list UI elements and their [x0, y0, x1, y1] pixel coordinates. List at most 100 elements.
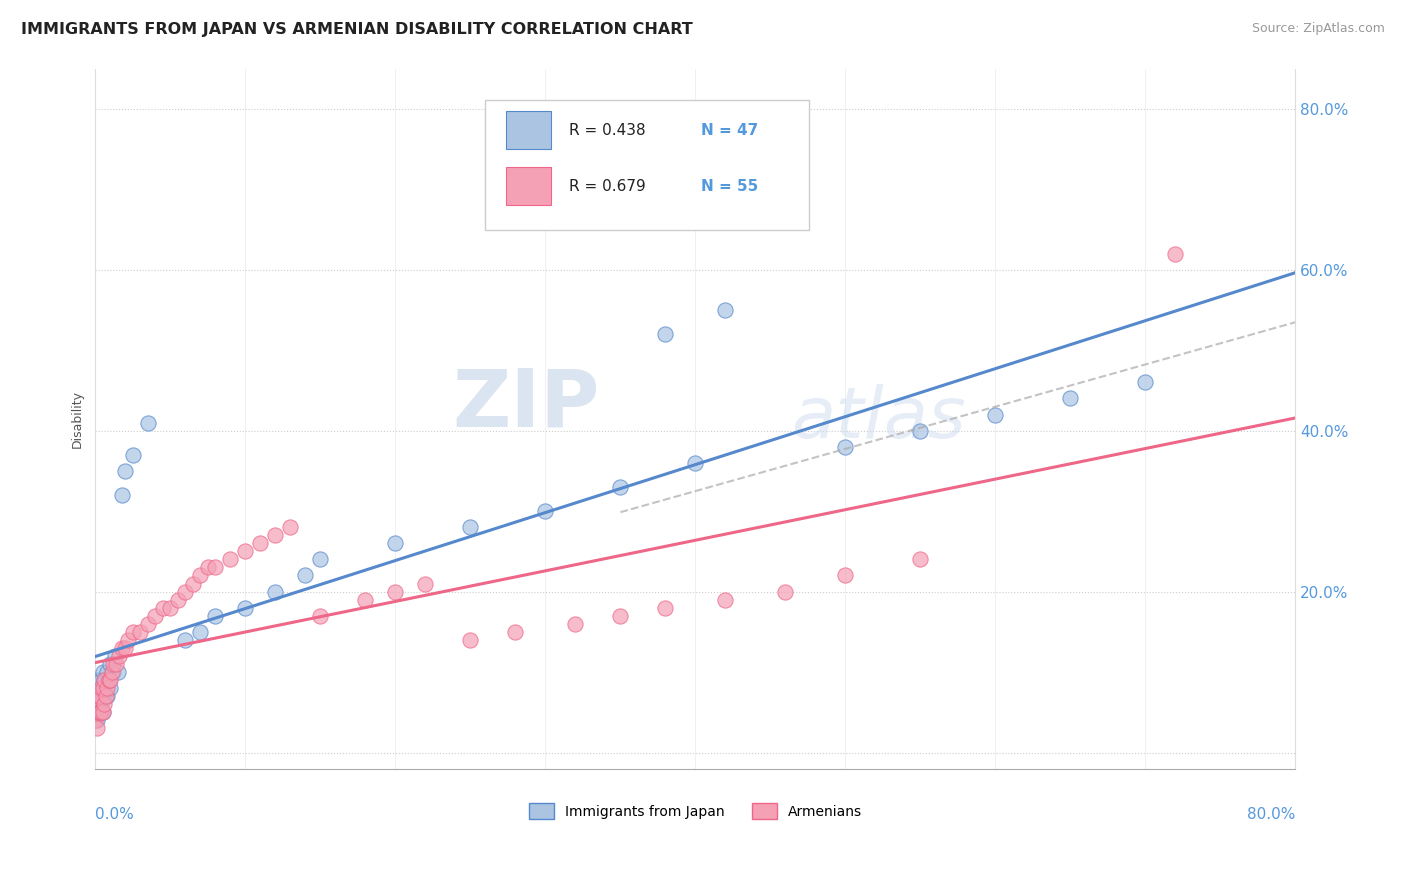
Point — [294, 568, 316, 582]
Point — [415, 576, 437, 591]
Point — [97, 673, 120, 687]
Point — [1164, 246, 1187, 260]
Point — [834, 568, 856, 582]
Point — [654, 600, 676, 615]
Point — [86, 697, 108, 711]
Point — [94, 681, 117, 695]
Point — [90, 697, 112, 711]
Point — [91, 689, 114, 703]
Text: ZIP: ZIP — [453, 366, 599, 443]
Point — [103, 665, 125, 679]
Point — [264, 528, 287, 542]
Point — [384, 584, 406, 599]
Point — [235, 544, 257, 558]
Point — [91, 665, 114, 679]
Point — [143, 608, 166, 623]
Point — [534, 504, 557, 518]
Point — [105, 657, 128, 671]
Text: 80.0%: 80.0% — [1247, 807, 1295, 822]
Point — [309, 552, 332, 566]
Point — [111, 640, 134, 655]
Point — [103, 657, 125, 671]
Point — [114, 464, 136, 478]
Point — [107, 665, 129, 679]
Point — [90, 706, 112, 720]
Point — [834, 440, 856, 454]
Point — [98, 681, 121, 695]
Point — [460, 520, 482, 534]
Point — [117, 632, 139, 647]
Point — [94, 689, 117, 703]
Point — [86, 714, 108, 728]
Point — [111, 488, 134, 502]
Point — [174, 632, 197, 647]
Text: N = 47: N = 47 — [702, 122, 759, 137]
Point — [910, 552, 932, 566]
Point — [714, 302, 737, 317]
Text: R = 0.679: R = 0.679 — [569, 178, 647, 194]
Legend: Immigrants from Japan, Armenians: Immigrants from Japan, Armenians — [523, 797, 868, 825]
Text: IMMIGRANTS FROM JAPAN VS ARMENIAN DISABILITY CORRELATION CHART: IMMIGRANTS FROM JAPAN VS ARMENIAN DISABI… — [21, 22, 693, 37]
Point — [219, 552, 242, 566]
Point — [121, 448, 143, 462]
Point — [96, 665, 118, 679]
Point — [1059, 392, 1081, 406]
Point — [505, 624, 527, 639]
Text: R = 0.438: R = 0.438 — [569, 122, 645, 137]
Point — [460, 632, 482, 647]
Point — [136, 416, 159, 430]
Point — [309, 608, 332, 623]
Point — [1135, 376, 1157, 390]
Point — [181, 576, 204, 591]
Point — [104, 648, 127, 663]
Point — [910, 424, 932, 438]
Point — [152, 600, 174, 615]
Point — [714, 592, 737, 607]
Point — [129, 624, 152, 639]
FancyBboxPatch shape — [506, 111, 551, 149]
Point — [96, 681, 118, 695]
Point — [98, 657, 121, 671]
Point — [190, 568, 212, 582]
Point — [136, 616, 159, 631]
Point — [609, 608, 631, 623]
Point — [98, 673, 121, 687]
Point — [121, 624, 143, 639]
Point — [197, 560, 219, 574]
Point — [87, 673, 110, 687]
Point — [249, 536, 271, 550]
FancyBboxPatch shape — [506, 167, 551, 205]
Point — [84, 706, 107, 720]
Point — [89, 681, 111, 695]
Point — [108, 648, 131, 663]
Point — [86, 689, 108, 703]
Point — [190, 624, 212, 639]
Point — [114, 640, 136, 655]
Text: atlas: atlas — [792, 384, 966, 453]
Point — [87, 689, 110, 703]
Point — [984, 408, 1007, 422]
Text: N = 55: N = 55 — [702, 178, 759, 194]
Point — [84, 714, 107, 728]
Point — [86, 722, 108, 736]
Point — [235, 600, 257, 615]
FancyBboxPatch shape — [485, 100, 810, 229]
Text: 0.0%: 0.0% — [96, 807, 134, 822]
Point — [89, 689, 111, 703]
Point — [89, 697, 111, 711]
Point — [91, 706, 114, 720]
Point — [174, 584, 197, 599]
Y-axis label: Disability: Disability — [72, 390, 84, 448]
Point — [384, 536, 406, 550]
Point — [90, 681, 112, 695]
Point — [87, 689, 110, 703]
Point — [775, 584, 797, 599]
Point — [354, 592, 377, 607]
Text: Source: ZipAtlas.com: Source: ZipAtlas.com — [1251, 22, 1385, 36]
Point — [264, 584, 287, 599]
Point — [91, 681, 114, 695]
Point — [609, 480, 631, 494]
Point — [97, 673, 120, 687]
Point — [204, 560, 226, 574]
Point — [564, 616, 586, 631]
